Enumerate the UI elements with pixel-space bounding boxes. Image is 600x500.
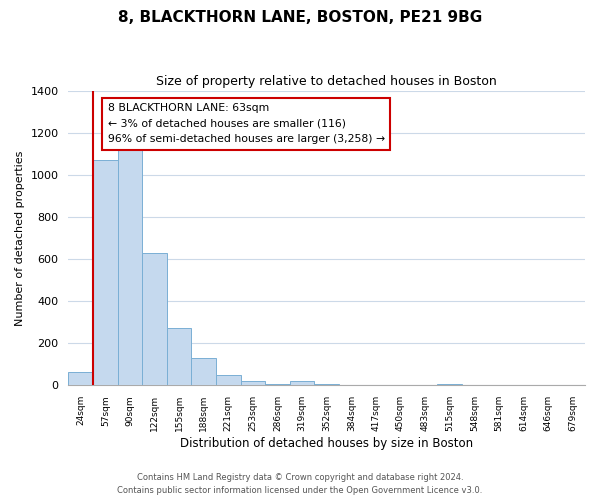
Bar bbox=[68, 372, 93, 386]
Bar bbox=[191, 358, 216, 386]
Bar bbox=[142, 252, 167, 386]
X-axis label: Distribution of detached houses by size in Boston: Distribution of detached houses by size … bbox=[180, 437, 473, 450]
Text: 8, BLACKTHORN LANE, BOSTON, PE21 9BG: 8, BLACKTHORN LANE, BOSTON, PE21 9BG bbox=[118, 10, 482, 25]
Bar bbox=[118, 142, 142, 386]
Y-axis label: Number of detached properties: Number of detached properties bbox=[15, 150, 25, 326]
Text: 8 BLACKTHORN LANE: 63sqm
← 3% of detached houses are smaller (116)
96% of semi-d: 8 BLACKTHORN LANE: 63sqm ← 3% of detache… bbox=[108, 103, 385, 144]
Text: Contains HM Land Registry data © Crown copyright and database right 2024.
Contai: Contains HM Land Registry data © Crown c… bbox=[118, 473, 482, 495]
Bar bbox=[265, 384, 290, 386]
Bar bbox=[167, 328, 191, 386]
Title: Size of property relative to detached houses in Boston: Size of property relative to detached ho… bbox=[157, 75, 497, 88]
Bar bbox=[216, 375, 241, 386]
Bar bbox=[241, 380, 265, 386]
Bar bbox=[314, 384, 339, 386]
Bar bbox=[290, 380, 314, 386]
Bar bbox=[437, 384, 462, 386]
Bar bbox=[93, 160, 118, 386]
